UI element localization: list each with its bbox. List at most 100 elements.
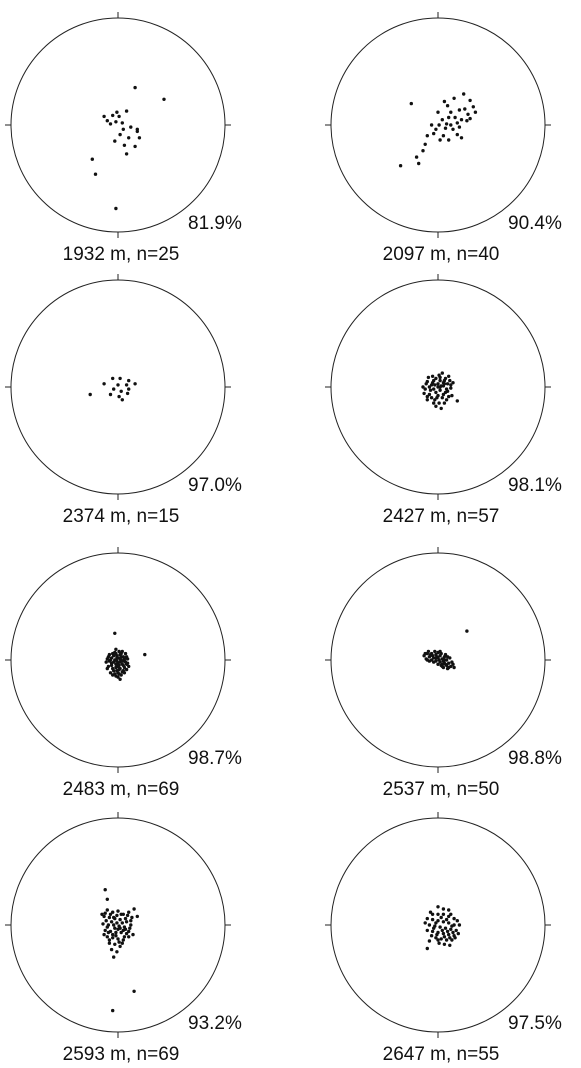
pole-point xyxy=(116,937,120,941)
pole-point xyxy=(105,908,110,912)
pole-point xyxy=(443,652,448,657)
pole-point xyxy=(421,149,425,153)
pole-point xyxy=(434,921,438,925)
pole-point xyxy=(444,122,449,126)
pole-point xyxy=(429,934,434,938)
pole-point xyxy=(129,923,133,927)
pole-point xyxy=(443,662,448,666)
pole-point xyxy=(112,387,116,391)
pole-point xyxy=(442,382,447,386)
pole-point xyxy=(425,398,429,402)
pole-point xyxy=(440,928,444,933)
stereonet-panel: 97.5% 2647 m, n=55 xyxy=(325,812,562,1065)
pole-point xyxy=(116,909,120,913)
depth-sample-caption: 2483 m, n=69 xyxy=(63,779,180,800)
pole-point xyxy=(445,389,450,393)
pole-point xyxy=(114,930,118,935)
pole-point xyxy=(453,936,457,940)
pole-point xyxy=(103,888,107,892)
depth-sample-caption: 2427 m, n=57 xyxy=(383,506,500,527)
pole-point xyxy=(439,406,443,411)
pole-point xyxy=(434,127,438,131)
pole-point xyxy=(113,926,117,930)
pole-point xyxy=(423,142,427,146)
pole-point xyxy=(117,114,121,119)
pole-point xyxy=(119,912,123,916)
pole-point xyxy=(437,941,441,945)
pole-point xyxy=(427,385,432,389)
pole-point xyxy=(117,649,121,654)
pole-point xyxy=(425,916,429,921)
pole-point xyxy=(441,931,446,936)
pole-point xyxy=(125,661,130,665)
pole-point xyxy=(118,657,122,661)
pole-point xyxy=(441,134,446,138)
pole-point xyxy=(444,938,449,942)
pole-point xyxy=(448,378,452,383)
pole-point xyxy=(105,119,110,123)
pole-point xyxy=(422,391,426,396)
eigenvalue-percent-label: 93.2% xyxy=(188,1013,242,1034)
pole-point xyxy=(438,388,442,392)
pole-point xyxy=(447,932,451,937)
pole-point xyxy=(125,913,130,918)
pole-point xyxy=(432,401,436,405)
pole-point xyxy=(455,132,459,137)
pole-point xyxy=(455,121,459,125)
pole-point xyxy=(115,659,119,663)
pole-point xyxy=(115,110,119,114)
pole-point xyxy=(122,671,127,675)
pole-point xyxy=(100,912,104,916)
pole-point xyxy=(436,110,440,114)
pole-point xyxy=(428,652,433,657)
pole-point xyxy=(442,99,447,104)
pole-point xyxy=(108,912,113,916)
stereonet-panel: 81.9% 1932 m, n=25 xyxy=(5,12,242,265)
pole-point xyxy=(433,398,437,402)
pole-point xyxy=(437,658,441,662)
pole-point xyxy=(107,941,112,945)
pole-point xyxy=(425,658,429,662)
pole-point xyxy=(417,161,421,166)
pole-point xyxy=(449,927,453,931)
eigenvalue-percent-label: 81.9% xyxy=(188,213,242,234)
pole-point xyxy=(452,96,456,101)
pole-point xyxy=(465,629,469,633)
pole-point xyxy=(447,908,451,912)
pole-point xyxy=(459,136,464,140)
pole-point xyxy=(117,672,121,676)
pole-point xyxy=(122,657,127,661)
pole-point xyxy=(124,667,129,672)
pole-point xyxy=(121,938,126,942)
pole-point xyxy=(457,125,462,129)
pole-point xyxy=(115,950,119,954)
pole-point xyxy=(427,939,432,943)
pole-point xyxy=(109,947,114,952)
pole-point xyxy=(450,924,454,928)
depth-sample-caption: 1932 m, n=25 xyxy=(63,244,180,265)
pole-point xyxy=(116,664,120,669)
pole-point xyxy=(115,913,119,918)
pole-point xyxy=(447,115,451,120)
pole-point xyxy=(435,396,439,400)
pole-point xyxy=(124,920,129,924)
eigenvalue-percent-label: 98.7% xyxy=(188,748,242,769)
stereonet-panel: 98.7% 2483 m, n=69 xyxy=(5,547,242,800)
pole-point xyxy=(441,920,446,924)
pole-point xyxy=(129,125,133,129)
pole-point xyxy=(125,391,130,396)
eigenvalue-percent-label: 97.5% xyxy=(508,1013,562,1034)
pole-point xyxy=(455,919,459,923)
pole-point xyxy=(457,923,462,927)
pole-point xyxy=(457,108,462,112)
pole-point xyxy=(440,118,444,122)
pole-point xyxy=(114,662,118,666)
pole-point xyxy=(116,675,120,679)
stereonet-panel: 98.8% 2537 m, n=50 xyxy=(325,547,562,800)
pole-point xyxy=(434,936,438,940)
pole-point xyxy=(104,660,108,664)
pole-point xyxy=(436,938,440,942)
pole-point xyxy=(130,915,134,920)
pole-point xyxy=(439,915,443,920)
